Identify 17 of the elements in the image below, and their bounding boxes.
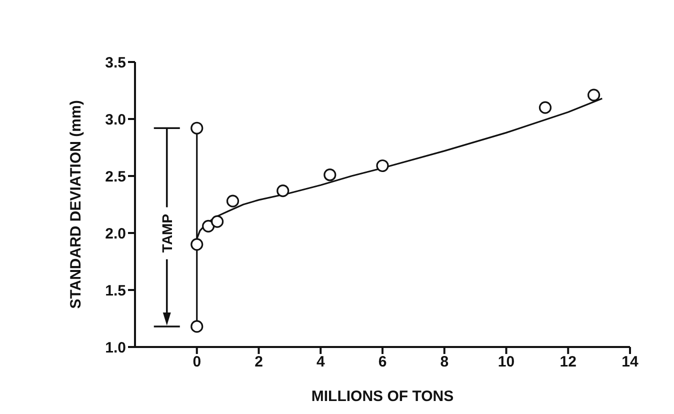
x-tick-label: 10 [498, 354, 515, 371]
x-tick-label: 0 [192, 354, 202, 371]
annotation: TAMP [158, 214, 175, 253]
y-tick-label: 1.0 [105, 339, 126, 356]
x-tick-label: 4 [316, 354, 326, 371]
x-tick-label: 2 [254, 354, 263, 371]
x-axis-title: MILLIONS OF TONS [311, 388, 454, 405]
y-tick-label: 2.5 [105, 168, 126, 186]
x-tick-label: 6 [378, 354, 387, 371]
x-tick-label: 14 [622, 354, 639, 371]
y-axis-title: STANDARD DEVIATION (mm) [67, 100, 84, 309]
y-tick-label: 3.0 [105, 111, 126, 128]
y-tick-label: 2.0 [105, 225, 126, 242]
y-tick-label: 1.5 [105, 282, 126, 300]
y-tick-label: 3.5 [105, 54, 126, 72]
x-tick-label: 12 [560, 354, 576, 371]
x-tick-label: 8 [440, 354, 449, 371]
